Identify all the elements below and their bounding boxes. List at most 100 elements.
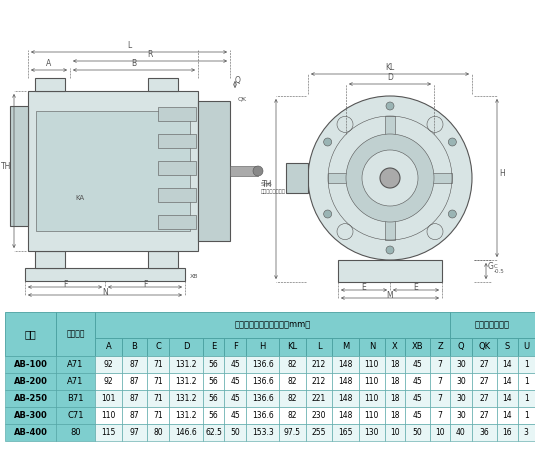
Bar <box>246 373 279 390</box>
Text: 82: 82 <box>288 411 297 420</box>
Bar <box>279 424 306 441</box>
Text: 45: 45 <box>413 394 422 403</box>
Text: 7: 7 <box>437 360 442 369</box>
Bar <box>148 251 178 268</box>
Bar <box>198 101 230 241</box>
Text: B: B <box>131 59 137 68</box>
Bar <box>96 356 122 373</box>
Text: N: N <box>369 342 375 351</box>
Text: 110: 110 <box>364 360 379 369</box>
Bar <box>279 338 306 356</box>
Bar <box>147 424 170 441</box>
Bar <box>497 338 518 356</box>
Text: 56: 56 <box>208 411 218 420</box>
Bar <box>5 390 56 407</box>
Bar <box>158 188 196 202</box>
Bar <box>246 356 279 373</box>
Text: 18: 18 <box>390 377 400 386</box>
Text: X: X <box>392 342 398 351</box>
Bar <box>170 338 202 356</box>
Text: 97: 97 <box>130 428 139 437</box>
Text: 136.6: 136.6 <box>252 360 274 369</box>
Text: F: F <box>233 342 238 351</box>
Circle shape <box>427 117 443 132</box>
Text: Q: Q <box>235 76 241 85</box>
Text: 1: 1 <box>524 377 529 386</box>
Text: 153.3: 153.3 <box>252 428 274 437</box>
Bar <box>430 424 450 441</box>
Text: 45: 45 <box>231 377 240 386</box>
Bar <box>224 338 246 356</box>
Text: M: M <box>342 342 349 351</box>
Text: 212: 212 <box>312 377 326 386</box>
Circle shape <box>362 150 418 206</box>
Text: 45: 45 <box>413 377 422 386</box>
Bar <box>5 424 56 441</box>
Text: E: E <box>211 342 216 351</box>
Bar <box>306 407 332 424</box>
Text: Z: Z <box>437 342 443 351</box>
Bar <box>279 390 306 407</box>
Bar <box>332 390 359 407</box>
Bar <box>338 260 442 282</box>
Text: AB-400: AB-400 <box>14 428 48 437</box>
Text: B: B <box>131 342 137 351</box>
Text: KL: KL <box>386 63 395 72</box>
Text: E: E <box>362 283 366 292</box>
Bar <box>147 373 170 390</box>
Text: 165: 165 <box>338 428 353 437</box>
Text: 131.2: 131.2 <box>176 360 197 369</box>
Text: AB-200: AB-200 <box>14 377 48 386</box>
Bar <box>472 338 497 356</box>
Bar <box>286 163 308 193</box>
Text: 131.2: 131.2 <box>176 394 197 403</box>
Text: 27: 27 <box>480 394 489 403</box>
Bar <box>359 338 385 356</box>
Text: N: N <box>102 288 108 297</box>
Text: 136.6: 136.6 <box>252 377 274 386</box>
Text: KL: KL <box>287 342 298 351</box>
Bar <box>36 111 190 231</box>
Bar <box>450 407 472 424</box>
Bar <box>35 78 65 91</box>
Bar <box>279 373 306 390</box>
Bar <box>306 356 332 373</box>
Bar <box>405 424 430 441</box>
Text: 131.2: 131.2 <box>176 411 197 420</box>
Bar <box>96 338 122 356</box>
Bar <box>35 251 65 268</box>
Text: 71: 71 <box>153 394 163 403</box>
Text: 82: 82 <box>288 394 297 403</box>
Bar <box>170 390 202 407</box>
Bar <box>332 356 359 373</box>
Text: Q: Q <box>457 342 464 351</box>
Bar <box>10 106 28 226</box>
Bar <box>5 373 56 390</box>
Text: 45: 45 <box>413 360 422 369</box>
Text: 110: 110 <box>102 411 116 420</box>
Bar <box>450 373 472 390</box>
Bar <box>56 356 96 373</box>
Text: 7: 7 <box>437 411 442 420</box>
Bar <box>405 390 430 407</box>
Text: 82: 82 <box>288 377 297 386</box>
Bar <box>224 390 246 407</box>
Bar <box>359 356 385 373</box>
Text: 30: 30 <box>456 377 465 386</box>
Bar <box>158 134 196 148</box>
Bar <box>56 373 96 390</box>
Text: 27: 27 <box>480 411 489 420</box>
Bar <box>224 356 246 373</box>
Bar <box>170 424 202 441</box>
Bar <box>430 390 450 407</box>
Bar <box>224 373 246 390</box>
Circle shape <box>337 224 353 239</box>
Bar <box>96 407 122 424</box>
Bar <box>385 424 405 441</box>
Bar <box>147 390 170 407</box>
Text: 18: 18 <box>390 360 400 369</box>
Bar <box>497 407 518 424</box>
Bar <box>518 356 535 373</box>
Text: 30: 30 <box>456 411 465 420</box>
Text: 101: 101 <box>102 394 116 403</box>
